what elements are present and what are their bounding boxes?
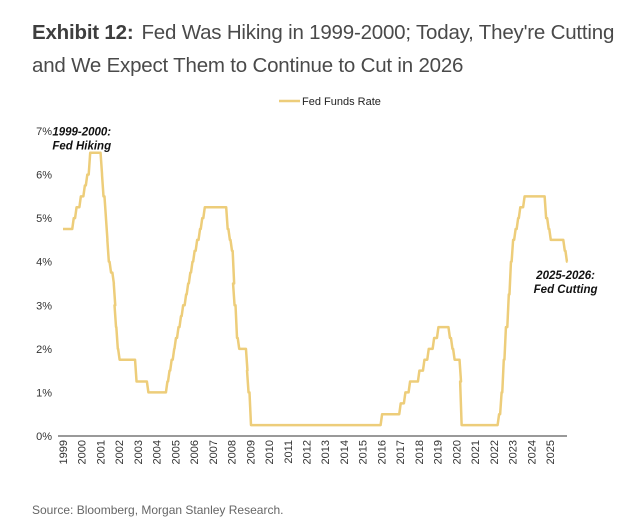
annotation-line: Fed Cutting [534,284,598,296]
title-text: Fed Was Hiking in 1999-2000; Today, They… [32,21,615,77]
x-tick-label: 2021 [470,440,482,464]
x-tick-label: 2012 [302,440,314,464]
x-tick-label: 2023 [508,440,520,464]
x-tick-label: 2010 [264,440,276,464]
y-tick-label: 7% [36,126,52,138]
y-tick-label: 6% [36,170,52,182]
x-tick-label: 2020 [451,440,463,464]
y-tick-label: 5% [36,213,52,225]
x-tick-label: 2003 [133,440,145,464]
annotation-line: Fed Hiking [52,140,111,152]
x-tick-label: 2014 [339,440,351,464]
x-tick-label: 2004 [152,440,164,464]
x-tick-label: 2011 [283,440,295,464]
x-tick-label: 2017 [395,440,407,464]
series-line-fed-funds-rate [63,151,569,427]
y-tick-label: 1% [36,387,52,399]
annotation-line: 1999-2000: [52,126,111,138]
x-tick-label: 2002 [114,440,126,464]
x-tick-label: 2001 [95,440,107,464]
x-tick-label: 2018 [414,440,426,464]
x-tick-label: 2000 [77,440,89,464]
annotation: 1999-2000: Fed Hiking [52,126,111,152]
x-tick-label: 2024 [526,440,538,464]
exhibit-label: Exhibit 12: [32,21,134,44]
legend-label: Fed Funds Rate [302,96,381,108]
x-tick-label: 2007 [208,440,220,464]
y-tick-label: 4% [36,257,52,269]
x-tick-label: 2022 [489,440,501,464]
x-tick-label: 1999 [58,440,70,464]
source-note: Source: Bloomberg, Morgan Stanley Resear… [32,503,284,517]
x-tick-label: 2013 [320,440,332,464]
x-tick-label: 2006 [189,440,201,464]
y-tick-label: 0% [36,431,52,443]
y-tick-label: 3% [36,300,52,312]
x-tick-label: 2008 [227,440,239,464]
x-tick-label: 2016 [376,440,388,464]
chart: Fed Funds Rate 0% 1% 2% 3% 4% 5% 6% 7% 1999 2000… [36,96,598,464]
chart-title: Exhibit 12: Fed Was Hiking in 1999-2000; … [32,16,642,82]
x-tick-label: 2009 [245,440,257,464]
x-tick-label: 2025 [545,440,557,464]
x-tick-label: 2019 [433,440,445,464]
annotation: 2025-2026: Fed Cutting [534,270,598,296]
legend: Fed Funds Rate [279,96,381,108]
y-tick-label: 2% [36,344,52,356]
x-tick-label: 2005 [170,440,182,464]
annotation-line: 2025-2026: [535,270,595,282]
x-tick-label: 2015 [358,440,370,464]
